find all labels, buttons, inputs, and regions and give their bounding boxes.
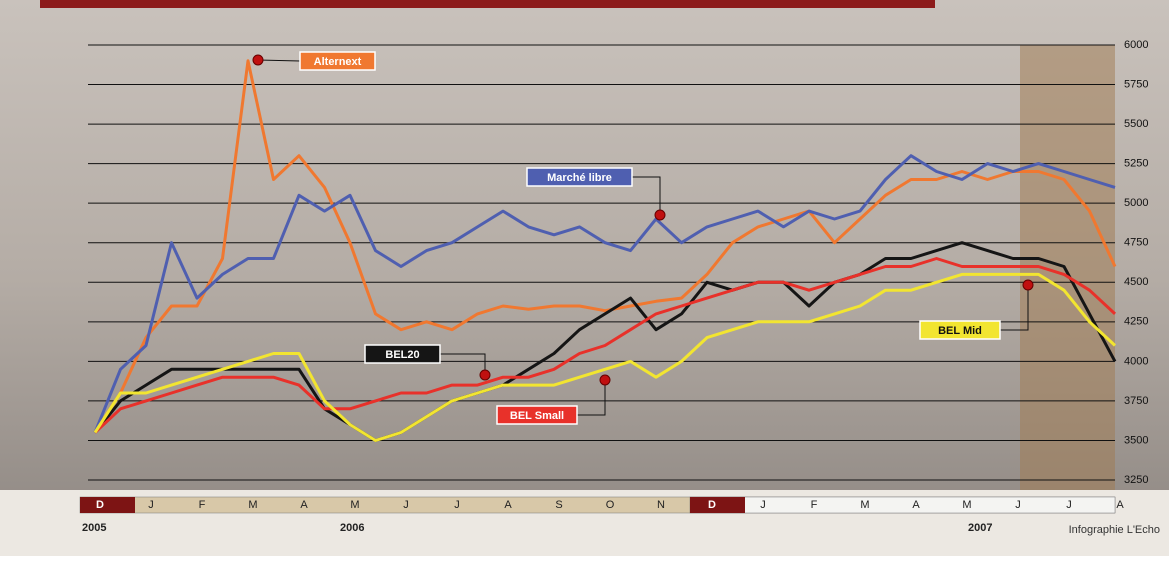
month-bar-2007: [690, 497, 1115, 513]
x-tick-label: M: [860, 499, 869, 511]
y-tick-label: 6000: [1124, 39, 1148, 51]
x-tick-label: A: [912, 499, 920, 511]
year-label: 2006: [340, 522, 364, 534]
x-tick-label: J: [760, 499, 766, 511]
callout-dot: [600, 375, 610, 385]
legend-label: Marché libre: [547, 172, 612, 184]
x-tick-label: M: [248, 499, 257, 511]
legend-label: BEL20: [385, 349, 419, 361]
x-tick-label: M: [962, 499, 971, 511]
title-bar: [40, 0, 935, 8]
x-tick-label: J: [454, 499, 460, 511]
x-tick-label: F: [199, 499, 206, 511]
y-tick-label: 3250: [1124, 474, 1148, 486]
x-tick-label: N: [657, 499, 665, 511]
x-tick-label: O: [606, 499, 615, 511]
y-tick-label: 4000: [1124, 355, 1148, 367]
legend-label: BEL Small: [510, 410, 564, 422]
callout-dot: [253, 55, 263, 65]
december-box: [80, 497, 135, 513]
y-tick-label: 5250: [1124, 158, 1148, 170]
x-tick-label: A: [504, 499, 512, 511]
x-tick-label: J: [1066, 499, 1072, 511]
year-label: 2005: [82, 522, 106, 534]
x-tick-label: D: [708, 499, 716, 511]
background: [0, 0, 1169, 556]
legend-label: Alternext: [314, 56, 362, 68]
x-tick-label: J: [403, 499, 409, 511]
x-tick-label: S: [555, 499, 562, 511]
y-tick-label: 5000: [1124, 197, 1148, 209]
x-tick-label: D: [96, 499, 104, 511]
legend-label: BEL Mid: [938, 325, 982, 337]
chart: 3250 3500 3750 4000 4250 4500 4750 5000 5250 5500…: [0, 0, 1169, 556]
x-tick-label: A: [300, 499, 308, 511]
callout-dot: [480, 370, 490, 380]
callout-dot: [655, 210, 665, 220]
x-tick-label: A: [1116, 499, 1124, 511]
x-tick-label: J: [1015, 499, 1021, 511]
y-tick-label: 3750: [1124, 395, 1148, 407]
year-label: 2007: [968, 522, 992, 534]
y-tick-label: 5750: [1124, 78, 1148, 90]
y-tick-label: 4250: [1124, 316, 1148, 328]
x-tick-label: M: [350, 499, 359, 511]
x-tick-label: F: [811, 499, 818, 511]
callout-dot: [1023, 280, 1033, 290]
y-tick-label: 4750: [1124, 237, 1148, 249]
credit: Infographie L'Echo: [1069, 524, 1160, 536]
x-tick-label: J: [148, 499, 154, 511]
y-tick-label: 4500: [1124, 276, 1148, 288]
december-box: [690, 497, 745, 513]
y-tick-label: 5500: [1124, 118, 1148, 130]
y-tick-label: 3500: [1124, 434, 1148, 446]
